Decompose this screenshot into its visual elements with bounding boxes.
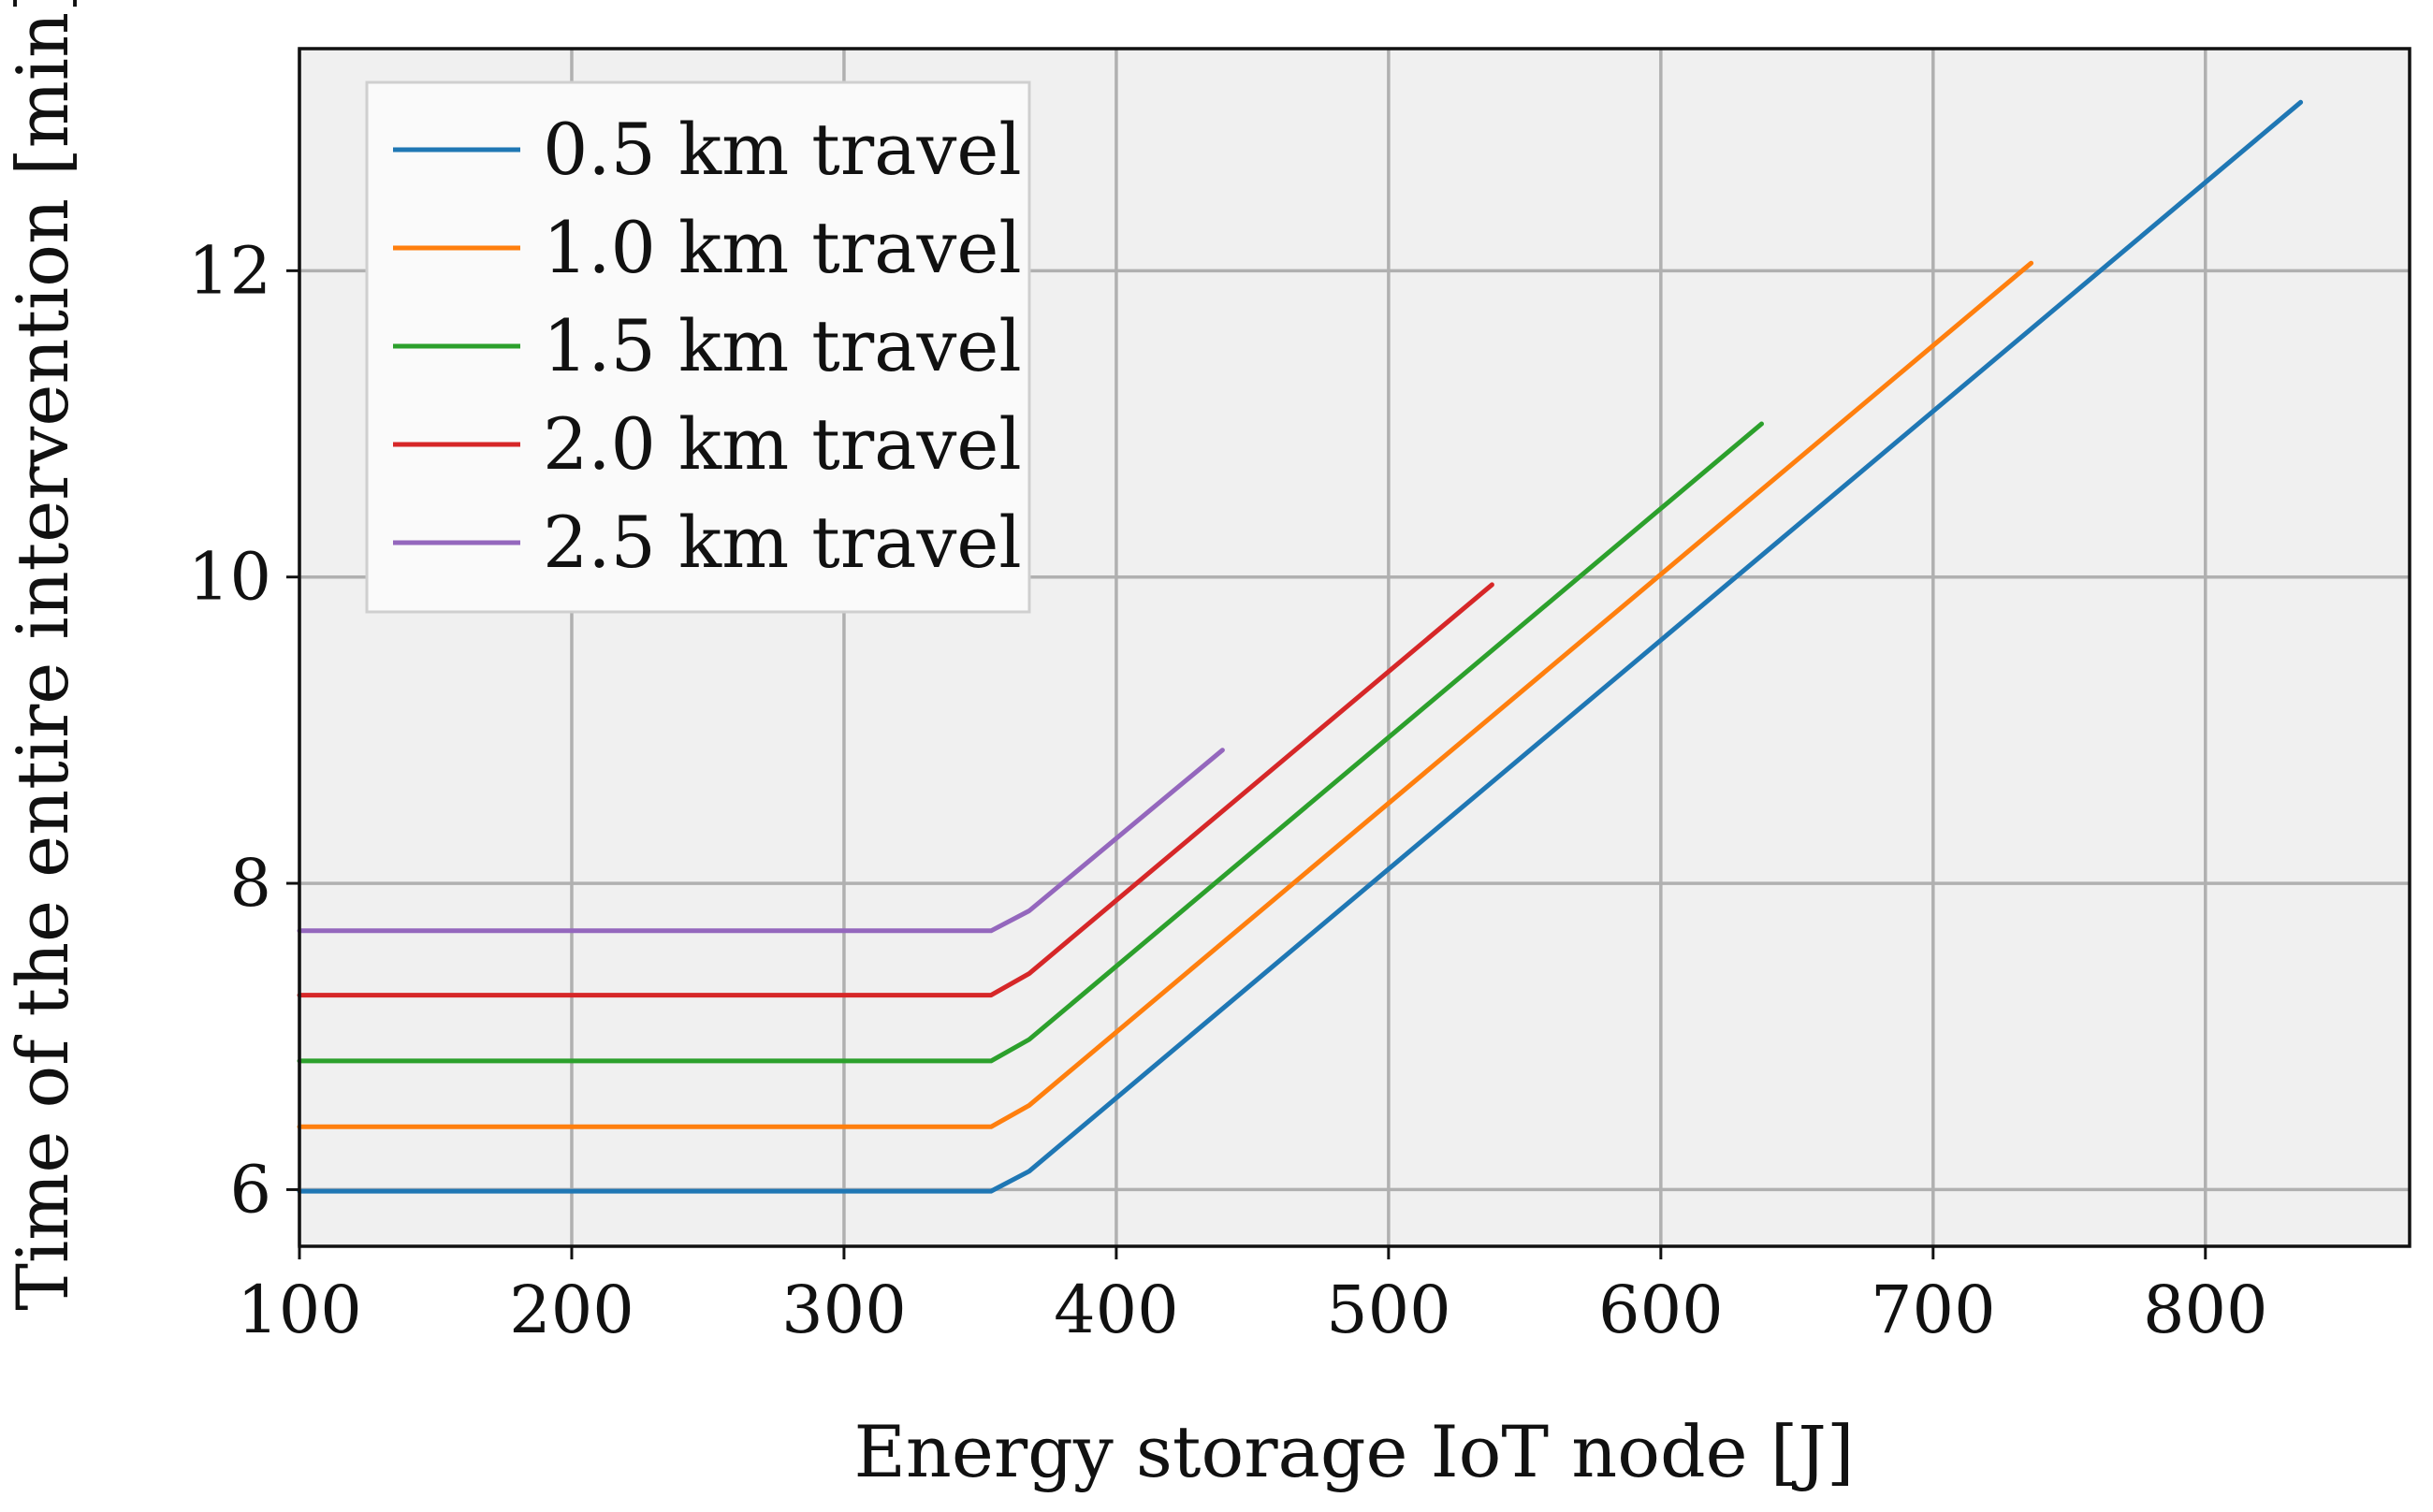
legend: 0.5 km travel 1.0 km travel 1.5 km travel 2…	[365, 80, 1031, 614]
x-tick-label: 100	[237, 1272, 362, 1348]
y-tick-label: 8	[229, 845, 271, 922]
x-tick-label: 200	[509, 1272, 634, 1348]
series-line	[297, 748, 1225, 934]
y-tick-label: 10	[188, 539, 271, 616]
x-tick-label: 700	[1871, 1272, 1996, 1348]
x-axis-label: Energy storage IoT node [J]	[853, 1410, 1854, 1493]
y-tick-label: 6	[229, 1151, 271, 1228]
x-tick-label: 800	[2143, 1272, 2268, 1348]
series-line	[297, 582, 1494, 998]
y-tick-label: 12	[188, 232, 271, 309]
y-axis-label: Time of the entire intervention [min]	[1, 0, 84, 1311]
series-line	[297, 260, 2034, 1129]
series-line	[297, 421, 1764, 1064]
legend-label: 2.5 km travel	[543, 501, 1022, 584]
x-tick-label: 400	[1054, 1272, 1179, 1348]
series-line	[297, 99, 2304, 1194]
plot-frame	[298, 47, 2411, 1248]
legend-label: 2.0 km travel	[543, 402, 1022, 486]
x-tick-label: 600	[1598, 1272, 1724, 1348]
x-tick-label: 500	[1326, 1272, 1451, 1348]
legend-label: 1.5 km travel	[543, 304, 1022, 387]
axis-ticks: 100 200 300 400 500 600 700 800 6 8 10 12	[188, 232, 2268, 1348]
legend-label: 1.0 km travel	[543, 206, 1022, 289]
series-lines	[297, 99, 2304, 1194]
legend-label: 0.5 km travel	[543, 108, 1022, 191]
x-tick-label: 300	[781, 1272, 907, 1348]
